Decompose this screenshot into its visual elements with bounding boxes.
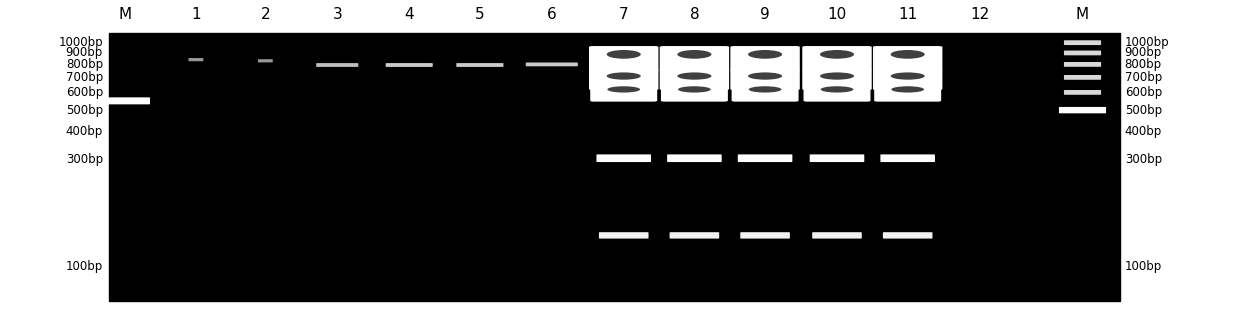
Ellipse shape xyxy=(820,50,854,59)
Text: 300bp: 300bp xyxy=(66,153,103,166)
FancyBboxPatch shape xyxy=(1064,75,1101,80)
Text: 600bp: 600bp xyxy=(1125,86,1162,99)
FancyBboxPatch shape xyxy=(100,97,150,104)
Text: 800bp: 800bp xyxy=(1125,58,1162,71)
Text: 600bp: 600bp xyxy=(66,86,103,99)
Ellipse shape xyxy=(606,72,641,80)
FancyBboxPatch shape xyxy=(738,154,792,162)
FancyBboxPatch shape xyxy=(596,154,651,162)
Text: 300bp: 300bp xyxy=(1125,153,1162,166)
FancyBboxPatch shape xyxy=(874,83,941,102)
FancyBboxPatch shape xyxy=(526,63,578,66)
Text: 2: 2 xyxy=(260,7,270,22)
Bar xyxy=(109,33,1120,301)
Text: 5: 5 xyxy=(475,7,485,22)
FancyBboxPatch shape xyxy=(880,154,935,162)
Text: 400bp: 400bp xyxy=(66,125,103,138)
Text: 3: 3 xyxy=(332,7,342,22)
FancyBboxPatch shape xyxy=(1059,107,1106,113)
Ellipse shape xyxy=(606,50,641,59)
FancyBboxPatch shape xyxy=(883,232,932,239)
FancyBboxPatch shape xyxy=(670,232,719,239)
FancyBboxPatch shape xyxy=(589,46,658,71)
FancyBboxPatch shape xyxy=(1064,90,1101,95)
FancyBboxPatch shape xyxy=(589,69,658,90)
FancyBboxPatch shape xyxy=(188,58,203,61)
FancyBboxPatch shape xyxy=(730,46,800,71)
Text: 800bp: 800bp xyxy=(66,58,103,71)
Text: 7: 7 xyxy=(619,7,629,22)
Text: M: M xyxy=(1076,7,1089,22)
Text: 4: 4 xyxy=(404,7,414,22)
FancyBboxPatch shape xyxy=(740,232,790,239)
Ellipse shape xyxy=(748,50,782,59)
Text: 11: 11 xyxy=(898,7,918,22)
Ellipse shape xyxy=(749,86,781,93)
FancyBboxPatch shape xyxy=(812,232,862,239)
FancyBboxPatch shape xyxy=(590,83,657,102)
FancyBboxPatch shape xyxy=(316,63,358,67)
Ellipse shape xyxy=(820,72,854,80)
FancyBboxPatch shape xyxy=(661,83,728,102)
FancyBboxPatch shape xyxy=(258,59,273,63)
Text: 100bp: 100bp xyxy=(1125,260,1162,273)
FancyBboxPatch shape xyxy=(802,69,872,90)
Text: 500bp: 500bp xyxy=(66,104,103,117)
Text: 900bp: 900bp xyxy=(66,47,103,59)
Text: 1: 1 xyxy=(191,7,201,22)
Text: 1000bp: 1000bp xyxy=(58,36,103,49)
FancyBboxPatch shape xyxy=(1064,50,1101,55)
Ellipse shape xyxy=(678,86,711,93)
Text: 500bp: 500bp xyxy=(1125,104,1162,117)
Text: M: M xyxy=(119,7,131,22)
Ellipse shape xyxy=(608,86,640,93)
FancyBboxPatch shape xyxy=(599,232,649,239)
Text: 9: 9 xyxy=(760,7,770,22)
Ellipse shape xyxy=(821,86,853,93)
Text: 1000bp: 1000bp xyxy=(1125,36,1169,49)
FancyBboxPatch shape xyxy=(732,83,799,102)
FancyBboxPatch shape xyxy=(456,63,503,67)
FancyBboxPatch shape xyxy=(810,154,864,162)
FancyBboxPatch shape xyxy=(1064,40,1101,45)
Text: 700bp: 700bp xyxy=(66,71,103,84)
Text: 6: 6 xyxy=(547,7,557,22)
Ellipse shape xyxy=(677,50,712,59)
Ellipse shape xyxy=(677,72,712,80)
FancyBboxPatch shape xyxy=(660,46,729,71)
FancyBboxPatch shape xyxy=(1064,62,1101,67)
FancyBboxPatch shape xyxy=(873,46,942,71)
FancyBboxPatch shape xyxy=(873,69,942,90)
FancyBboxPatch shape xyxy=(730,69,800,90)
Ellipse shape xyxy=(890,72,925,80)
Text: 700bp: 700bp xyxy=(1125,71,1162,84)
FancyBboxPatch shape xyxy=(802,46,872,71)
Text: 900bp: 900bp xyxy=(1125,47,1162,59)
FancyBboxPatch shape xyxy=(667,154,722,162)
Text: 8: 8 xyxy=(689,7,699,22)
Text: 10: 10 xyxy=(827,7,847,22)
Text: 400bp: 400bp xyxy=(1125,125,1162,138)
Ellipse shape xyxy=(748,72,782,80)
FancyBboxPatch shape xyxy=(386,63,433,67)
FancyBboxPatch shape xyxy=(804,83,870,102)
FancyBboxPatch shape xyxy=(660,69,729,90)
Ellipse shape xyxy=(892,86,924,93)
Text: 12: 12 xyxy=(970,7,990,22)
Text: 100bp: 100bp xyxy=(66,260,103,273)
Ellipse shape xyxy=(890,50,925,59)
